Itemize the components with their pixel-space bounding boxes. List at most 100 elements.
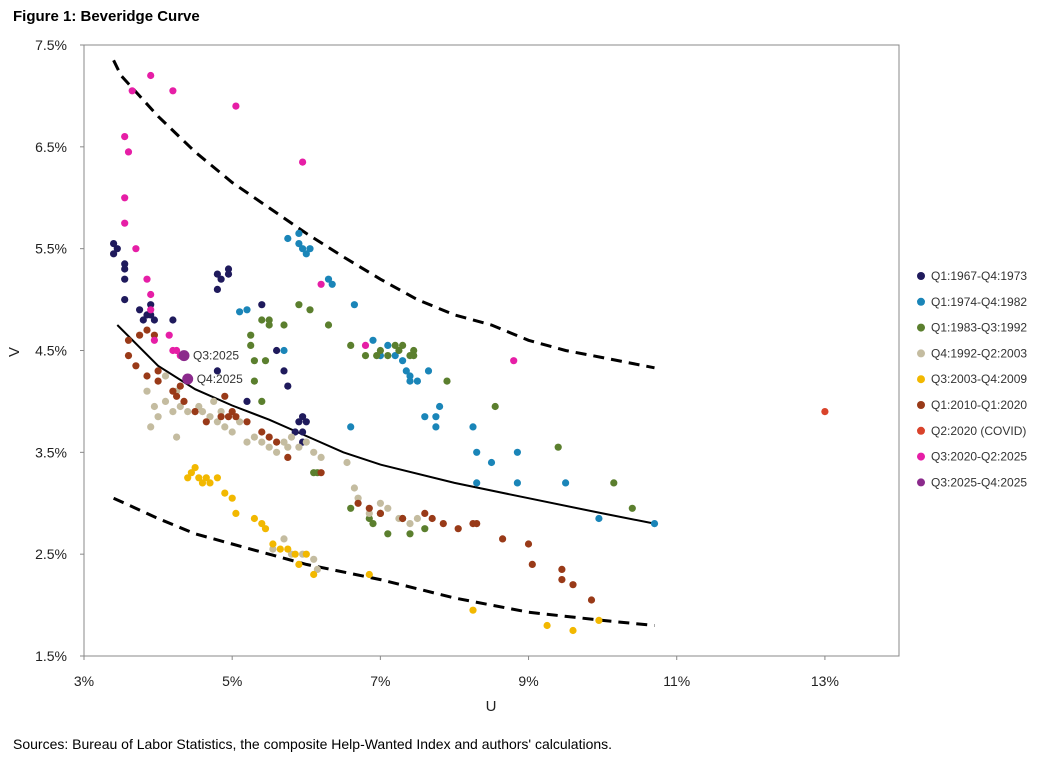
data-point [384,352,392,360]
data-point [124,336,133,344]
data-point [306,245,314,253]
data-point [365,514,373,523]
data-point [299,428,307,436]
data-point [413,514,421,523]
data-point [421,509,429,517]
data-point [169,387,177,395]
data-point [250,357,258,365]
data-point [569,581,577,589]
data-point [399,357,407,365]
data-point [195,474,203,482]
data-point [310,570,318,579]
data-point [243,438,251,446]
data-point [310,555,318,563]
data-point [513,479,522,487]
y-tick-label: 3.5% [35,444,67,460]
data-point [391,352,399,360]
data-point [154,367,162,375]
data-point [173,433,181,441]
data-point [361,352,370,360]
data-point [347,341,355,349]
data-point [510,357,518,365]
data-point [284,443,292,451]
data-point [295,229,303,237]
data-point [202,418,210,426]
data-point [184,474,192,482]
data-point [184,408,192,416]
data-point [284,545,292,553]
data-point [261,357,270,365]
data-point [213,474,221,482]
data-point [165,331,173,339]
data-point [347,504,355,512]
plot-area [83,44,900,657]
x-tick-label: 3% [74,673,94,689]
data-point [421,525,429,533]
legend-label: Q3:2003-Q4:2009 [931,372,1027,386]
data-point [347,423,355,431]
data-point [169,316,177,324]
data-point [195,402,203,411]
legend-marker [917,272,925,280]
data-point [284,382,292,390]
data-point [110,250,118,258]
legend-label: Q3:2020-Q2:2025 [931,450,1027,464]
legend: Q1:1967-Q4:1973 Q1:1974-Q4:1982 Q1:1983-Q3… [917,269,1027,489]
data-point [324,321,333,329]
data-point [143,387,151,395]
data-point [343,458,351,467]
data-point [110,240,118,248]
data-point [232,509,240,517]
data-point [543,621,551,630]
data-point [228,408,236,416]
data-point [432,423,440,431]
data-point [269,545,277,553]
data-point [180,397,188,405]
data-point [206,479,214,487]
data-point [821,408,829,416]
legend-marker [917,349,925,358]
data-point [350,301,358,309]
data-point [198,408,207,416]
data-point [421,413,429,421]
data-point [302,550,310,558]
data-point [265,321,273,329]
data-point [554,443,562,451]
data-point [439,520,447,528]
upper-band-curve [112,59,655,370]
data-point [276,545,284,553]
data-point [258,520,266,528]
data-point [202,474,210,482]
data-point [406,377,414,385]
data-point [147,71,155,80]
data-point [299,413,307,421]
legend-label: Q1:1967-Q4:1973 [931,269,1027,283]
reference-curves [112,59,655,627]
data-point [258,428,266,436]
data-point [206,413,214,421]
legend-marker [917,323,925,332]
y-tick-label: 1.5% [35,648,67,664]
data-point [143,275,151,283]
data-point [413,377,421,385]
data-point [176,402,184,411]
data-point [295,443,303,451]
data-point [221,489,229,497]
data-point [295,418,303,426]
point-annotations: Q3:2025 Q4:2025 [193,349,243,386]
data-point [221,392,229,400]
legend-marker [917,478,925,487]
data-point [221,423,229,431]
data-point [243,306,251,314]
data-point [224,413,233,421]
data-point [269,540,277,548]
data-point [310,448,318,456]
data-point [173,346,181,355]
data-point [317,469,325,477]
legend-marker [917,452,925,461]
x-axis-label: U [486,698,497,715]
data-point [469,423,477,431]
data-point [121,219,129,227]
data-point [280,438,288,446]
data-point [299,245,307,253]
